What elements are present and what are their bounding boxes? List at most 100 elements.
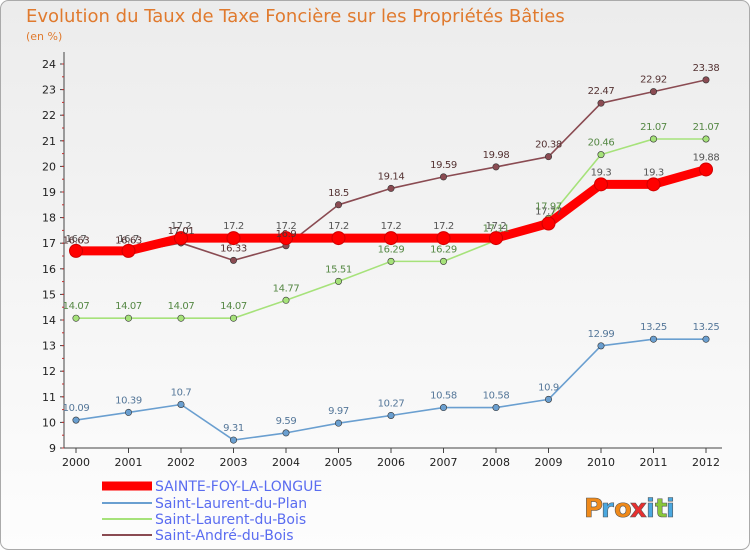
proxiti-logo: Pr ox i ti [584, 494, 676, 525]
data-label: 19.3 [643, 167, 664, 178]
y-tick-label: 10 [42, 416, 56, 429]
y-tick-label: 23 [42, 84, 56, 97]
logo-letter: r [601, 494, 614, 524]
data-label: 17.2 [223, 221, 244, 232]
series-layer [69, 76, 713, 444]
data-point [230, 256, 238, 264]
data-label: 17.11 [483, 223, 510, 234]
data-label: 17.2 [433, 221, 454, 232]
data-label: 17.01 [168, 226, 195, 237]
data-label: 20.38 [535, 140, 562, 151]
data-point [597, 151, 605, 159]
data-label: 16.7 [118, 234, 139, 245]
data-label: 21.07 [640, 122, 667, 133]
data-label: 16.9 [276, 229, 297, 240]
y-tick-label: 13 [42, 340, 56, 353]
data-point [489, 231, 503, 246]
x-tick-label: 2004 [272, 456, 300, 469]
x-axis-ticks: 2000 2001 2002 2003 2004 2005 2006 2007 2008 2009… [62, 448, 720, 469]
data-point [177, 314, 185, 322]
data-label: 17.2 [171, 221, 192, 232]
data-label: 19.88 [693, 152, 720, 163]
data-point [699, 162, 713, 177]
data-point [331, 231, 346, 246]
data-label: 17.2 [486, 221, 507, 232]
data-point [594, 177, 608, 192]
data-point [69, 243, 83, 258]
data-label: 19.3 [591, 167, 612, 178]
y-tick-label: 20 [42, 160, 56, 173]
data-label: 14.07 [168, 301, 195, 312]
y-tick-label: 11 [42, 391, 56, 404]
data-point [230, 314, 238, 322]
x-tick-label: 2007 [430, 456, 458, 469]
data-label: 18.5 [328, 188, 349, 199]
x-tick-label: 2010 [587, 456, 615, 469]
data-label: 10.9 [538, 382, 559, 393]
logo-letter: i [666, 494, 675, 524]
legend-label: Saint-Laurent-du-Plan [155, 496, 307, 512]
data-point [387, 411, 395, 419]
x-tick-label: 2000 [62, 456, 90, 469]
data-label: 16.29 [378, 244, 405, 255]
data-label: 17.97 [535, 201, 562, 212]
data-label: 14.07 [63, 301, 90, 312]
data-point [125, 408, 133, 416]
data-label: 16.63 [115, 236, 142, 247]
data-label: 13.25 [693, 322, 720, 333]
x-tick-label: 2005 [325, 456, 353, 469]
data-labels: 16.7 16.7 17.2 17.2 17.2 17.2 17.2 17.2 17.2 17.7… [63, 63, 720, 434]
data-point [279, 231, 293, 246]
data-point [439, 404, 447, 412]
x-tick-label: 2001 [115, 456, 143, 469]
y-tick-label: 9 [49, 442, 56, 455]
data-point [492, 163, 500, 171]
data-point [436, 231, 451, 246]
data-label: 16.33 [220, 243, 247, 254]
data-label: 12.99 [588, 329, 615, 340]
data-label: 14.07 [115, 301, 142, 312]
data-point [387, 184, 395, 192]
data-point [702, 335, 710, 343]
data-point [544, 395, 552, 403]
data-point [226, 231, 241, 246]
data-label: 21.07 [693, 122, 720, 133]
data-point [334, 419, 342, 427]
data-point [649, 335, 657, 343]
data-label: 22.47 [588, 86, 615, 97]
data-point [121, 243, 136, 258]
data-point [439, 173, 447, 181]
data-label: 9.31 [223, 423, 244, 434]
y-tick-label: 15 [42, 288, 56, 301]
data-label: 19.14 [378, 171, 405, 182]
data-label: 10.39 [115, 395, 142, 406]
legend-label: Saint-André-du-Bois [155, 528, 294, 544]
data-point [282, 429, 290, 437]
y-tick-label: 22 [42, 109, 56, 122]
logo-letter: x [630, 494, 647, 524]
data-label: 20.46 [588, 138, 615, 149]
data-label: 16.7 [66, 234, 87, 245]
data-label: 17.2 [328, 221, 349, 232]
data-point [72, 314, 80, 322]
data-point [597, 99, 605, 107]
data-label: 9.59 [276, 416, 297, 427]
x-tick-label: 2002 [167, 456, 195, 469]
data-label: 10.27 [378, 398, 405, 409]
y-tick-label: 21 [42, 135, 56, 148]
data-point [702, 135, 710, 143]
y-tick-label: 24 [42, 58, 56, 71]
legend-label: Saint-Laurent-du-Bois [155, 512, 306, 528]
x-tick-label: 2011 [640, 456, 668, 469]
data-point [387, 257, 395, 265]
y-tick-label: 16 [42, 263, 56, 276]
y-tick-label: 12 [42, 365, 56, 378]
data-point [541, 216, 556, 231]
x-tick-label: 2008 [482, 456, 510, 469]
data-label: 9.97 [328, 406, 349, 417]
data-point [334, 277, 342, 285]
chart-title: Evolution du Taux de Taxe Foncière sur l… [26, 6, 565, 27]
data-label: 10.7 [171, 387, 192, 398]
data-label: 19.59 [430, 160, 457, 171]
logo-letter: o [614, 494, 632, 524]
